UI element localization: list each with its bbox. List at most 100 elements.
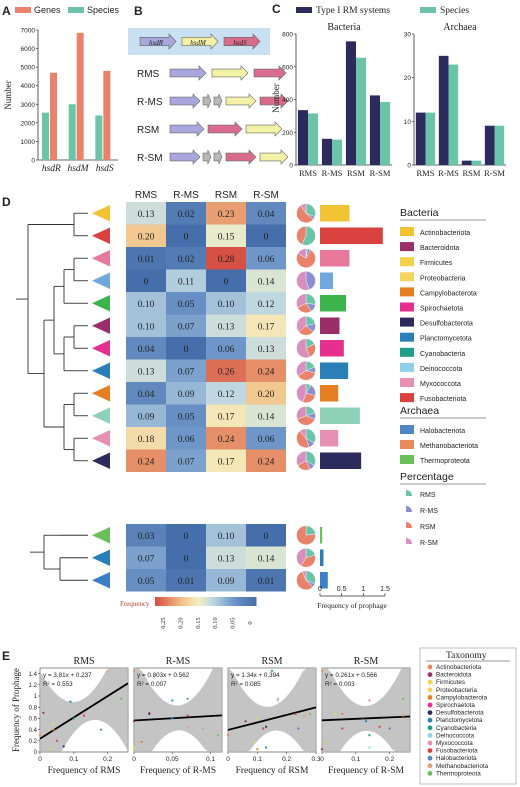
heatmap-cell [166, 247, 206, 270]
heatmap-cell [246, 202, 286, 225]
pie-slice [296, 415, 316, 426]
heatmap-cell [206, 224, 246, 247]
x-tick-label: 0 [320, 756, 324, 763]
heatmap-cell [126, 247, 166, 270]
bacteria-bar-type1-R-MS [321, 138, 332, 165]
archaea-y-tick-label: 30 [404, 32, 412, 39]
y-tick-label: 1000 [21, 139, 36, 146]
taxon-triangle-Bacteroidota [92, 317, 110, 334]
heatmap-cell [206, 524, 246, 547]
scatter-point [186, 725, 189, 728]
legend-wedge-R-SM [406, 538, 412, 544]
scatter-point [171, 717, 174, 720]
colorbar-segment [208, 597, 212, 606]
prophage-bar [320, 295, 346, 312]
heatmap-value: 0.05 [138, 577, 155, 587]
scatter-point [270, 669, 274, 672]
heatmap-value: 0.06 [258, 255, 275, 265]
colorbar-segment [253, 597, 257, 606]
scatter-point [55, 739, 59, 742]
heatmap-cell [246, 337, 286, 360]
colorbar-segment [250, 597, 254, 606]
heatmap-value: 0 [224, 277, 229, 287]
heatmap-value: 0.02 [178, 210, 195, 220]
pie-slice [297, 248, 307, 259]
bacteria-category-R-MS: R-MS [322, 168, 343, 178]
heatmap-value: 0.17 [218, 457, 235, 467]
bacteria-y-tick-label: 800 [282, 32, 293, 39]
taxonomy-dot-Planctomycetota [427, 717, 433, 723]
heatmap-cell [206, 314, 246, 337]
heatmap-value: 0.05 [178, 412, 195, 422]
pie-slice [297, 370, 316, 381]
heatmap-cell [246, 404, 286, 427]
gene-arrow-RSM-1 [207, 121, 243, 137]
archaea-bar-species-RMS [425, 112, 436, 165]
colorbar-segment [190, 597, 194, 606]
prophage-bar [320, 227, 383, 244]
pie-slice [296, 406, 307, 420]
prophage-bar [320, 452, 362, 469]
archaea-bar-species-R-MS [448, 64, 459, 165]
y-tick-label: 7000 [21, 28, 36, 35]
archaea-bar-type1-R-MS [438, 55, 449, 166]
scatter-point [341, 712, 344, 716]
taxonomy-dot-Cyanobacteria [427, 725, 433, 731]
colorbar-segment [187, 597, 191, 606]
y-tick-label: 6000 [21, 46, 36, 53]
regression-r2: R² = 0.007 [137, 681, 167, 688]
colorbar-segment [205, 597, 209, 606]
heatmap-value: 0.04 [258, 210, 275, 220]
legend-wedge-RMS [406, 490, 412, 496]
legend-label-type1: Type I RM systems [316, 6, 390, 16]
heatmap-value: 0.01 [178, 577, 195, 587]
legend-wedge-RSM [406, 522, 412, 528]
prophage-bar [320, 407, 360, 424]
scatter-point [262, 727, 265, 730]
heatmap-value: 0.26 [218, 367, 235, 377]
heatmap-value: 0.10 [218, 300, 235, 310]
y-tick-label: 0 [31, 158, 35, 165]
heatmap-cell [166, 292, 206, 315]
heatmap-column-RSM: RSM [215, 190, 237, 201]
bacteria-y-tick-label: 0 [289, 163, 293, 170]
regression-r2: R² = 0.085 [231, 681, 261, 688]
gene-arrow-hsdM [181, 33, 219, 50]
heatmap-value: 0.09 [138, 412, 155, 422]
scatter-point [72, 725, 75, 728]
heatmap-value: 0.20 [258, 390, 275, 400]
y-tick-label: 5000 [21, 65, 36, 72]
taxon-triangle-Spirochaetota [92, 340, 110, 357]
legend-swatch-species [68, 7, 84, 13]
y-tick-label: 0.2 [29, 739, 38, 745]
bacteria-bar-type1-R-SM [369, 95, 380, 165]
bacteria-bar-species-RSM [356, 57, 367, 165]
prophage-bar [320, 549, 324, 566]
scatter-point [324, 740, 327, 744]
legend-label-Spirochaetota: Spirochaetota [420, 306, 463, 313]
scatter-title-R-SM: R-SM [354, 656, 379, 667]
taxonomy-dot-Bacteroidota [427, 672, 433, 677]
scatter-point [140, 740, 143, 744]
taxon-triangle-Fusobacteriota [92, 227, 110, 244]
regression-r2: R² = 0.553 [43, 681, 73, 688]
y-axis-title: Number [3, 80, 13, 110]
bar-genes-hsdR [50, 72, 57, 160]
heatmap-value: 0.09 [218, 577, 235, 587]
panel-letter-c: C [272, 2, 281, 16]
heatmap-cell [166, 404, 206, 427]
archaea-bar-type1-RMS [415, 112, 426, 165]
heatmap-value: 0 [264, 532, 269, 542]
legend-swatch-Firmicutes [400, 257, 414, 267]
legend-label-Proteobacteria: Proteobacteria [420, 275, 466, 282]
legend-title-archaea: Archaea [400, 405, 439, 417]
regression-line [321, 715, 411, 722]
heatmap-cell [246, 382, 286, 405]
heatmap-cell [126, 269, 166, 292]
heatmap-value: 0.06 [218, 345, 235, 355]
panel-letter-b: B [134, 4, 143, 18]
legend-swatch-Thermoproteota [400, 455, 414, 464]
colorbar-segment [162, 597, 166, 606]
scatter-point [132, 669, 136, 672]
taxonomy-dot-Proteobacteria [427, 687, 433, 693]
